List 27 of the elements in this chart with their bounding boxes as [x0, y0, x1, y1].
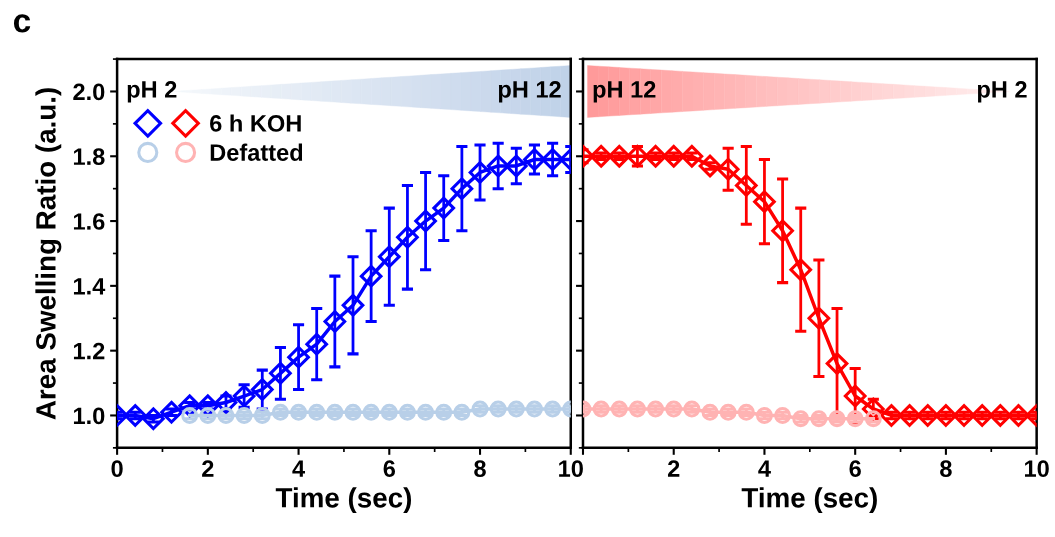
x-axis-title: Time (sec): [741, 487, 877, 514]
x-tick-label: 8: [474, 460, 486, 478]
x-axis-title: Time (sec): [275, 487, 412, 514]
annotation: pH 2: [127, 81, 177, 103]
y-axis-title: Area Swelling Ratio (a.u.): [35, 88, 62, 420]
legend-label: 6 h KOH: [210, 114, 301, 132]
x-tick-label: 10: [1025, 460, 1049, 478]
x-tick-label: 8: [940, 460, 952, 478]
x-tick-label: 2: [202, 460, 214, 477]
annotation: pH 2: [977, 81, 1027, 103]
annotation: pH 12: [498, 81, 561, 103]
x-tick-label: 0: [111, 460, 123, 478]
x-tick-label: 6: [849, 460, 861, 478]
x-tick-label: 6: [383, 460, 396, 478]
legend-label: Defatted: [210, 143, 303, 161]
y-tick-label: 2.0: [73, 83, 105, 101]
y-tick-label: 1.6: [73, 213, 105, 230]
y-tick-label: 1.8: [73, 148, 105, 166]
x-tick-label: 2: [667, 460, 680, 477]
x-tick-label: 4: [292, 460, 305, 477]
x-tick-label: 10: [559, 460, 583, 478]
text: c: [13, 14, 31, 33]
y-tick-label: 1.0: [73, 407, 105, 425]
annotation: pH 12: [593, 81, 656, 103]
x-tick-label: 4: [758, 460, 771, 477]
y-tick-label: 1.4: [73, 278, 106, 295]
y-tick-label: 1.2: [73, 342, 105, 360]
